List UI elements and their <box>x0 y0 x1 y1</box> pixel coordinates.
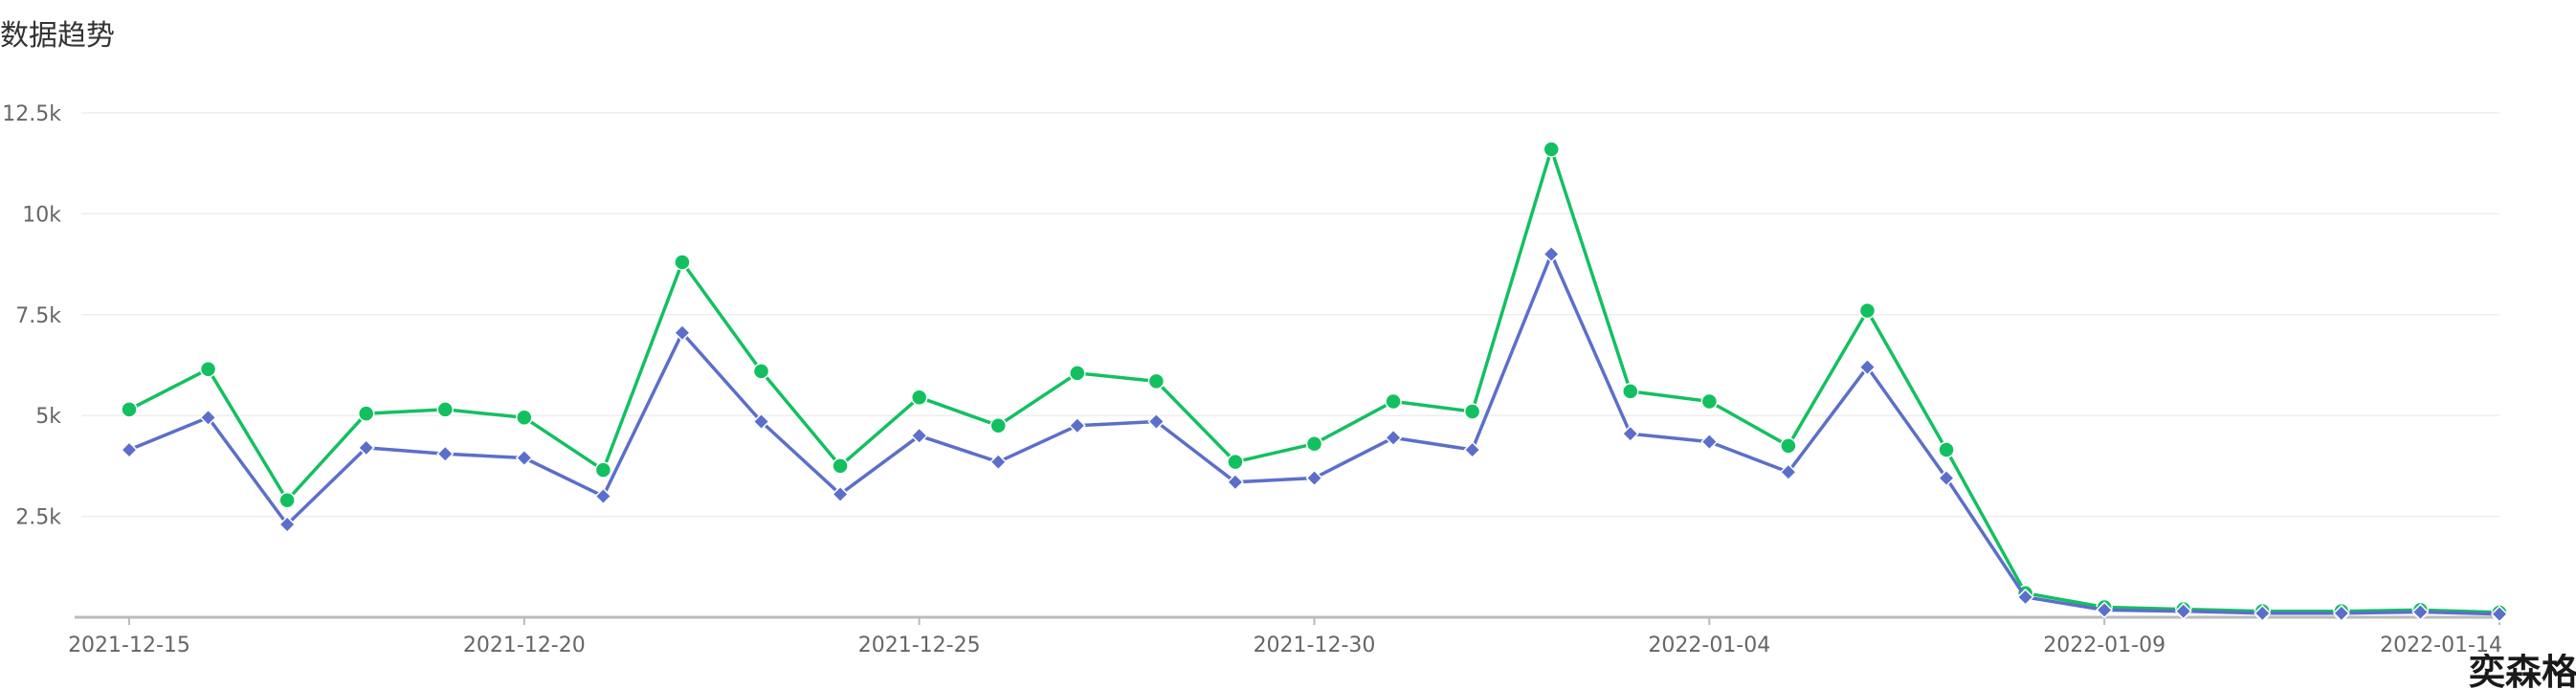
data-point[interactable] <box>1226 473 1244 491</box>
watermark-text: 奕森格 <box>2469 654 2576 690</box>
data-point[interactable] <box>357 405 375 422</box>
data-point[interactable] <box>1780 437 1797 455</box>
data-point[interactable] <box>357 438 375 456</box>
series-line <box>128 252 2500 616</box>
data-point[interactable] <box>1463 403 1481 420</box>
data-point[interactable] <box>1385 429 1403 447</box>
data-point[interactable] <box>1700 433 1719 451</box>
data-point[interactable] <box>1147 372 1166 390</box>
data-point[interactable] <box>1622 383 1639 400</box>
data-point[interactable] <box>1937 469 1956 487</box>
data-point[interactable] <box>674 254 691 271</box>
data-point[interactable] <box>1543 245 1561 263</box>
data-point[interactable] <box>2096 601 2114 619</box>
data-point[interactable] <box>436 401 455 418</box>
data-point[interactable] <box>1227 453 1244 471</box>
x-tick-label: 2021-12-20 <box>463 634 586 657</box>
data-point[interactable] <box>1068 416 1086 434</box>
data-point[interactable] <box>516 409 533 427</box>
data-point[interactable] <box>594 461 612 479</box>
data-point[interactable] <box>120 440 139 459</box>
data-point[interactable] <box>1858 301 1876 320</box>
x-tick-label: 2021-12-15 <box>68 634 190 657</box>
data-point[interactable] <box>910 389 928 406</box>
data-point[interactable] <box>1938 441 1955 458</box>
data-point[interactable] <box>832 485 850 503</box>
data-point[interactable] <box>515 449 533 467</box>
data-point[interactable] <box>199 360 217 378</box>
y-tick-label: 12.5k <box>2 102 61 126</box>
data-point[interactable] <box>989 416 1007 434</box>
x-tick-label: 2021-12-30 <box>1254 634 1376 657</box>
y-axis: 2.5k 5k 7.5k 10k 12.5k <box>2 102 61 530</box>
data-point[interactable] <box>2174 602 2192 620</box>
y-tick-label: 5k <box>35 405 61 429</box>
data-point[interactable] <box>1463 440 1481 459</box>
data-point[interactable] <box>594 487 612 505</box>
data-point[interactable] <box>121 401 138 418</box>
data-point[interactable] <box>1385 392 1402 411</box>
data-point[interactable] <box>1069 365 1086 382</box>
data-point[interactable] <box>1621 425 1639 443</box>
data-point[interactable] <box>1305 469 1323 487</box>
y-tick-label: 10k <box>22 203 61 227</box>
data-point[interactable] <box>436 445 455 463</box>
x-tick-label: 2022-01-09 <box>2043 634 2165 657</box>
x-axis: 2021-12-15 2021-12-20 2021-12-25 2021-12-30… <box>68 615 2502 657</box>
grid-lines <box>81 112 2499 518</box>
data-point[interactable] <box>2254 604 2272 622</box>
data-point[interactable] <box>1147 412 1166 431</box>
data-point[interactable] <box>2411 603 2430 621</box>
data-point[interactable] <box>1858 358 1876 376</box>
data-point[interactable] <box>910 427 928 445</box>
data-point[interactable] <box>2490 605 2509 623</box>
x-tick-label: 2022-01-14 <box>2380 634 2502 657</box>
data-point[interactable] <box>1305 434 1323 453</box>
data-point[interactable] <box>752 412 770 431</box>
series-line <box>128 147 2500 614</box>
x-tick-label: 2022-01-04 <box>1648 634 1770 657</box>
data-point[interactable] <box>1700 392 1719 411</box>
data-point[interactable] <box>752 363 770 380</box>
data-point[interactable] <box>2332 604 2350 622</box>
data-point[interactable] <box>199 409 217 427</box>
series-layer <box>120 141 2509 623</box>
data-point[interactable] <box>278 491 296 509</box>
y-tick-label: 7.5k <box>15 304 61 328</box>
data-point[interactable] <box>673 323 692 342</box>
data-point[interactable] <box>1779 463 1797 481</box>
data-point[interactable] <box>2016 588 2034 606</box>
x-tick-label: 2021-12-25 <box>858 634 981 657</box>
data-point[interactable] <box>832 457 849 475</box>
chart-title: 数据趋势 <box>0 19 115 53</box>
data-point[interactable] <box>1543 141 1560 158</box>
data-point[interactable] <box>989 453 1008 471</box>
data-point[interactable] <box>278 515 297 534</box>
series-2 <box>120 245 2509 623</box>
y-tick-label: 2.5k <box>15 506 61 530</box>
